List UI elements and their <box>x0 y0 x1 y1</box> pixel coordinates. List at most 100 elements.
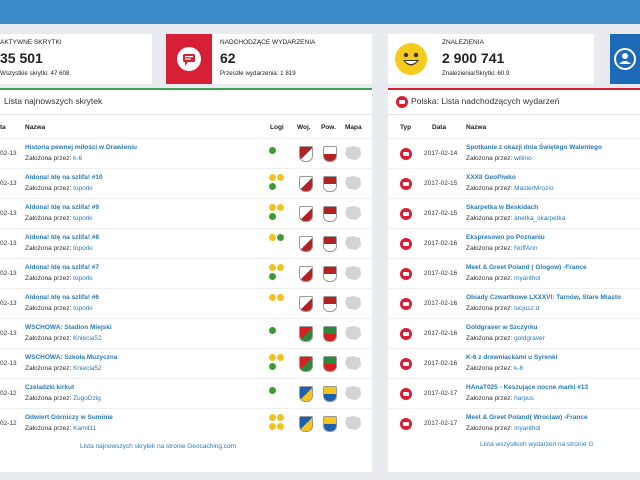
panel-accent-bar <box>0 88 372 90</box>
cache-owner: Założona przez: ZugoDzig <box>25 395 101 402</box>
event-date: 2017-02-15 <box>424 210 458 217</box>
owner-link[interactable]: myanthol <box>514 275 541 282</box>
owner-prefix: Założona przez: <box>466 215 515 222</box>
found-smiley-icon <box>269 423 276 430</box>
owner-link[interactable]: k-6 <box>73 155 83 162</box>
cache-date: 02-12 <box>0 420 17 427</box>
event-name-link[interactable]: Ekspresowo po Poznaniu <box>466 234 545 241</box>
finds-per-cache: Znalezienia/Skrytki: 60.9 <box>442 70 510 77</box>
owner-prefix: Założona przez: <box>466 425 515 432</box>
cache-name-link[interactable]: Aldona! Idę na szlifa! #6 <box>25 294 100 301</box>
event-name-link[interactable]: Meet & Greet Poland ( Glogow) -France <box>466 264 587 271</box>
cache-name-link[interactable]: Aldona! Idę na szlifa! #7 <box>25 264 100 271</box>
owner-link[interactable]: NoffAnn <box>514 245 538 252</box>
event-date: 2017-02-17 <box>424 420 458 427</box>
voivodeship-coat-of-arms-icon <box>299 356 313 372</box>
found-smiley-icon <box>277 204 284 211</box>
owner-link[interactable]: goldgraver <box>514 335 545 342</box>
poland-map-icon[interactable] <box>345 236 361 250</box>
owner-link[interactable]: harpus <box>514 395 534 402</box>
owner-prefix: Założona przez: <box>25 305 74 312</box>
row-divider <box>0 288 372 289</box>
event-name-link[interactable]: XXXII GeoPiwko <box>466 174 516 181</box>
event-name-link[interactable]: Skarpetka w Beskidach <box>466 204 539 211</box>
owner-link[interactable]: Kniecia52 <box>73 365 102 372</box>
col-event-date-header: Data <box>432 124 447 131</box>
cache-name-link[interactable]: WSCHOWA: Stadion Miejski <box>25 324 112 331</box>
event-owner: Założona przez: myanthol <box>466 425 540 432</box>
event-icon <box>396 96 408 108</box>
event-type-icon <box>400 388 412 400</box>
event-name-link[interactable]: Spotkanie z okazji dnia Świętego Walente… <box>466 144 602 151</box>
poland-map-icon[interactable] <box>345 296 361 310</box>
owner-prefix: Założona przez: <box>25 185 74 192</box>
event-type-icon <box>400 148 412 160</box>
cache-name-link[interactable]: Czeladzki kirkut <box>25 384 75 391</box>
cache-name-link[interactable]: Aldona! Idę na szlifa! #10 <box>25 174 103 181</box>
poland-map-icon[interactable] <box>345 176 361 190</box>
poland-map-icon[interactable] <box>345 386 361 400</box>
first-to-find-icon <box>269 387 276 394</box>
row-divider <box>388 378 640 379</box>
cache-name-link[interactable]: Aldona! Idę na szlifa! #8 <box>25 234 100 241</box>
owner-link[interactable]: Kamil11 <box>73 425 97 432</box>
poland-map-icon[interactable] <box>345 356 361 370</box>
owner-prefix: Założona przez: <box>25 365 74 372</box>
event-name-link[interactable]: HAnaT025 - Keszujące nocne marki #13 <box>466 384 589 391</box>
owner-link[interactable]: anetka_skarpetka <box>514 215 566 222</box>
owner-link[interactable]: ZugoDzig <box>73 395 101 402</box>
log-icons <box>269 324 291 336</box>
finds-label: ZNALEZIENIA <box>442 39 484 46</box>
cache-owner: Założona przez: toporki <box>25 275 93 282</box>
owner-prefix: Założona przez: <box>466 245 515 252</box>
owner-link[interactable]: myanthol <box>514 425 541 432</box>
owner-link[interactable]: toporki <box>73 215 93 222</box>
owner-link[interactable]: toporki <box>73 305 93 312</box>
event-name-link[interactable]: Goldgraver w Szczyrku <box>466 324 538 331</box>
all-events-link[interactable]: Lista wszystkich wydarzeń na stronie G <box>480 441 594 448</box>
poland-map-icon[interactable] <box>345 206 361 220</box>
found-smiley-icon <box>277 294 284 301</box>
event-name-link[interactable]: K-6 z drewniackami u Syrenki <box>466 354 558 361</box>
owner-link[interactable]: toporki <box>73 275 93 282</box>
cache-owner: Założona przez: Kniecia52 <box>25 365 102 372</box>
event-owner: Założona przez: goldgraver <box>466 335 545 342</box>
poland-map-icon[interactable] <box>345 326 361 340</box>
row-divider <box>0 258 372 259</box>
event-name-link[interactable]: Meet & Greet Poland( Wroclaw) -France <box>466 414 588 421</box>
county-coat-of-arms-icon <box>323 386 337 402</box>
owner-link[interactable]: Kniecia52 <box>73 335 102 342</box>
all-caches-count: Wszystkie skrytki: 47 608 <box>0 70 70 77</box>
first-to-find-icon <box>269 183 276 190</box>
event-date: 2017-02-14 <box>424 150 458 157</box>
poland-map-icon[interactable] <box>345 266 361 280</box>
row-divider <box>0 378 372 379</box>
upcoming-events-value: 62 <box>220 50 236 66</box>
finds-card: ZNALEZIENIA 2 900 741 Znalezienia/Skrytk… <box>388 34 594 84</box>
owner-prefix: Założona przez: <box>25 275 74 282</box>
cache-name-link[interactable]: WSCHOWA: Szkoła Muzyczna <box>25 354 118 361</box>
active-caches-label: AKTYWNE SKRYTKI <box>0 39 62 46</box>
owner-link[interactable]: lucjusz.d <box>514 305 540 312</box>
owner-link[interactable]: toporki <box>73 185 93 192</box>
col-name-header: Nazwa <box>25 124 46 131</box>
poland-map-icon[interactable] <box>345 416 361 430</box>
event-name-link[interactable]: Obiady Czwartkowe LXXXVI: Tarnów, Stare … <box>466 294 621 301</box>
owner-prefix: Założona przez: <box>466 335 515 342</box>
cache-date: 02-13 <box>0 300 17 307</box>
owner-link[interactable]: MasterMrozio <box>514 185 554 192</box>
cache-name-link[interactable]: Historia pewnej miłości w Drawieniu <box>25 144 137 151</box>
county-coat-of-arms-icon <box>323 326 337 342</box>
upcoming-events-card: NADCHODZĄCE WYDARZENIA 62 Przeszłe wydar… <box>166 34 372 84</box>
cache-name-link[interactable]: Aldona! Idę na szlifa! #9 <box>25 204 100 211</box>
event-owner: Założona przez: harpus <box>466 395 534 402</box>
owner-prefix: Założona przez: <box>466 275 515 282</box>
event-owner: Założona przez: myanthol <box>466 275 540 282</box>
latest-caches-link[interactable]: Lista najnowszych skrytek na stronie Geo… <box>80 443 237 450</box>
owner-link[interactable]: toporki <box>73 245 93 252</box>
log-icons <box>269 384 291 396</box>
poland-map-icon[interactable] <box>345 146 361 160</box>
owner-link[interactable]: wiliino <box>514 155 532 162</box>
owner-link[interactable]: k-6 <box>514 365 524 372</box>
cache-name-link[interactable]: Odwiert Górniczy w Suminie <box>25 414 113 421</box>
